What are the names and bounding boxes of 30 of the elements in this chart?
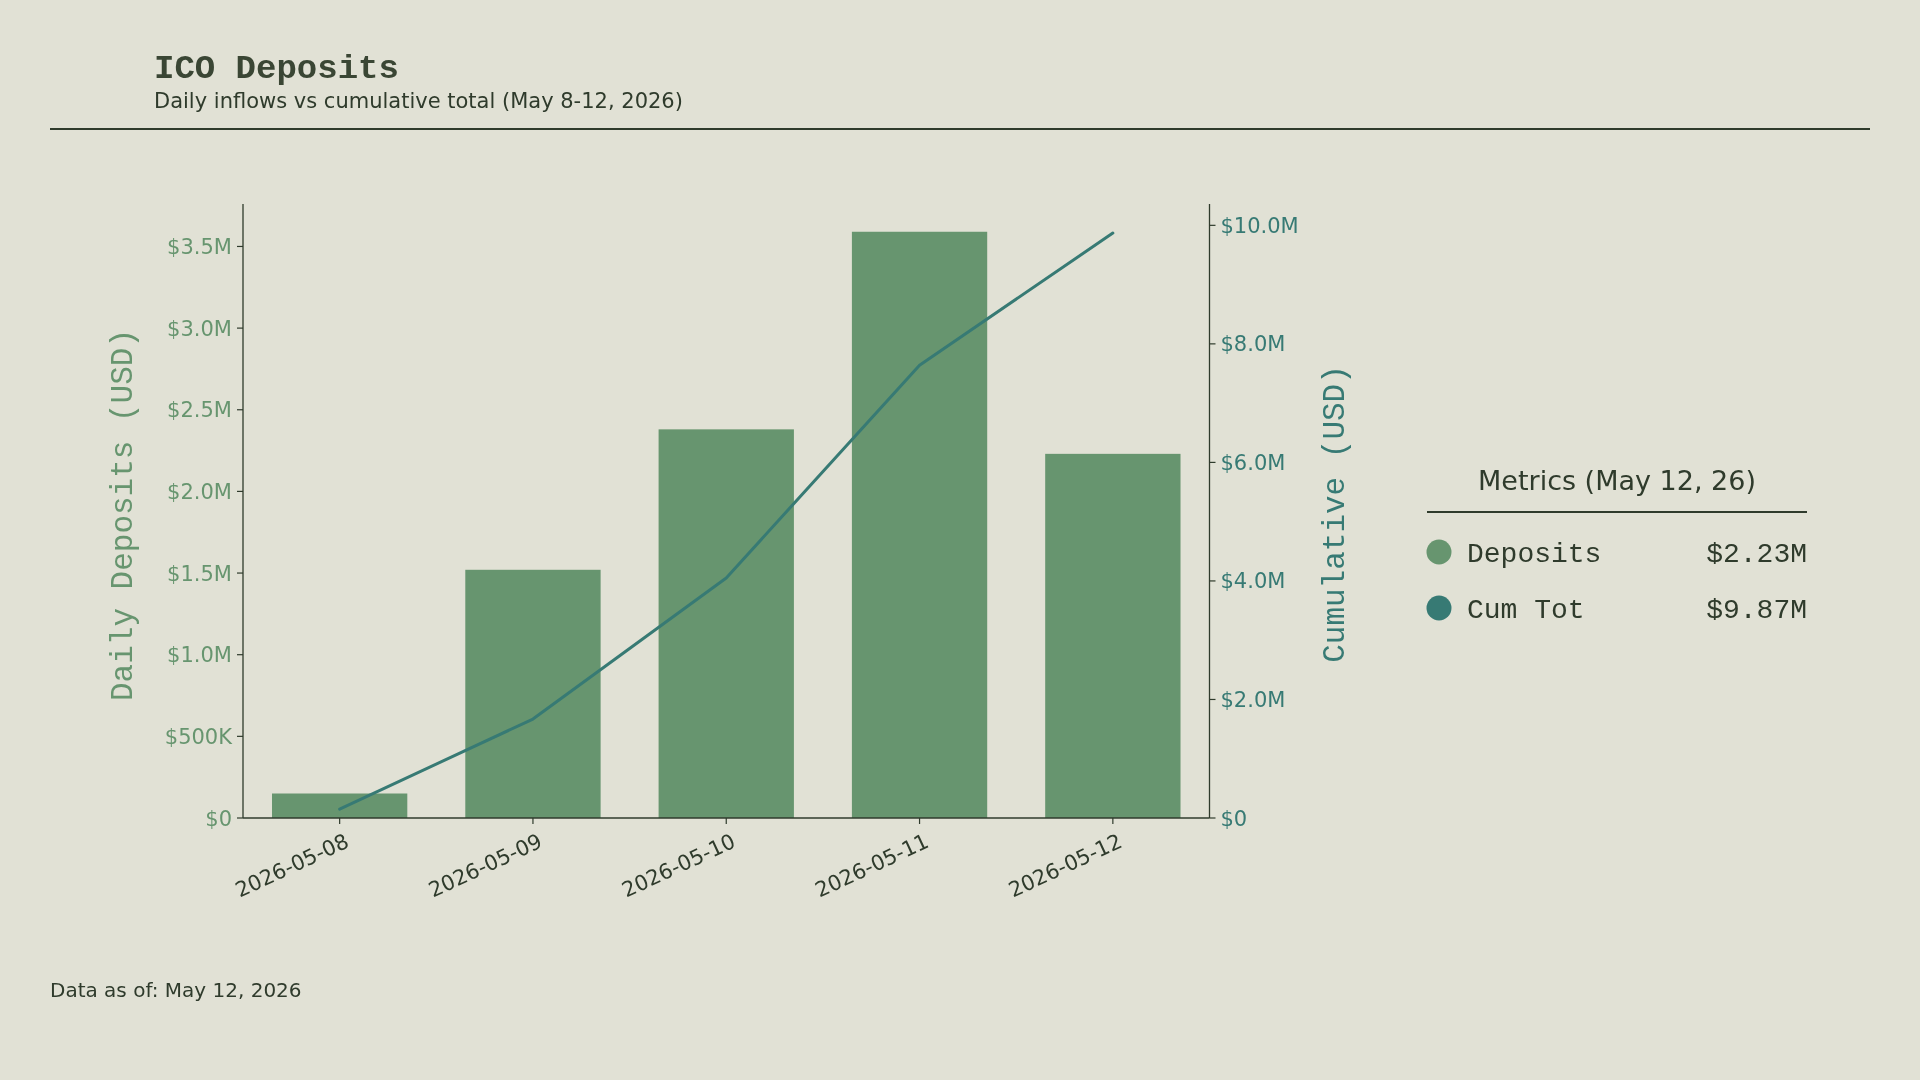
y-tick-label: $2.5M [167, 398, 232, 423]
y2-tick-label: $10.0M [1220, 213, 1299, 238]
y2-tick-label: $4.0M [1220, 569, 1286, 594]
text: Data as of: May 12, 2026 [50, 978, 302, 1002]
y2-tick-label: $0 [1220, 806, 1248, 831]
text: $9.87M [1706, 594, 1807, 626]
chart-subtitle: Daily inflows vs cumulative total (May 8-12, 2026) [154, 89, 683, 113]
legend-title: Metrics (May 12, 26) [1478, 465, 1756, 496]
bar [465, 569, 601, 818]
text: $2.23M [1706, 538, 1807, 570]
bar [658, 429, 794, 818]
y-axis-title: Daily Deposits (USD) [106, 328, 141, 702]
y2-tick-label: $6.0M [1220, 450, 1286, 475]
y-tick-label: $1.0M [167, 643, 232, 668]
bar [272, 793, 408, 818]
y2-tick-label: $8.0M [1220, 332, 1286, 357]
y-tick-label: $3.5M [167, 235, 232, 260]
legend-label: Cum Tot [1467, 594, 1585, 626]
line-series [338, 231, 1115, 811]
y2-tick-label: $2.0M [1220, 688, 1286, 713]
chart-title: ICO Deposits [154, 50, 399, 88]
y-tick-label: $2.0M [167, 479, 232, 504]
bar [851, 231, 988, 818]
y-tick-label: $0 [205, 806, 232, 831]
legend-label: Deposits [1467, 538, 1602, 570]
y2-axis-title: Cumulative (USD) [1318, 365, 1353, 663]
y-tick-label: $3.0M [167, 316, 232, 341]
y-tick-label: $500K [164, 724, 234, 749]
bar [1045, 453, 1181, 818]
y-tick-label: $1.5M [167, 561, 232, 586]
